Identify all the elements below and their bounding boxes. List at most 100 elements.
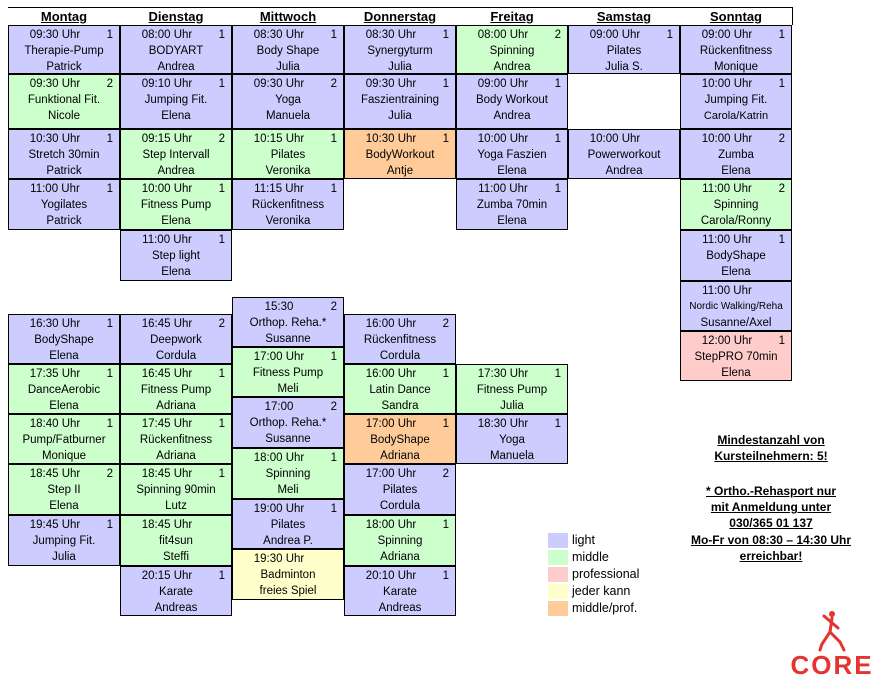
course-instructor: Elena — [721, 266, 751, 278]
course-instructor: Julia — [388, 61, 412, 73]
course-cell-fr1: 08:00 Uhr 2 Spinning Andrea — [456, 25, 568, 74]
course-instructor: Patrick — [46, 165, 82, 177]
course-number: 1 — [554, 368, 561, 380]
course-number: 1 — [330, 503, 337, 515]
course-name: Orthop. Reha.* — [249, 417, 327, 429]
course-number: 1 — [218, 78, 225, 90]
course-name: Step II — [47, 484, 81, 496]
course-instructor: Adriana — [380, 551, 420, 563]
course-time: 08:30 Uhr — [365, 29, 417, 41]
course-time: 11:00 Uhr — [702, 285, 752, 297]
course-name: fit4sun — [159, 535, 193, 547]
course-instructor: Adriana — [156, 450, 196, 462]
course-cell-fr6: 18:30 Uhr 1 Yoga Manuela — [456, 414, 568, 464]
course-time: 18:00 Uhr — [365, 519, 417, 531]
course-cell-mi8: 18:00 Uhr 1 Spinning Meli — [232, 448, 344, 499]
course-name: Pilates — [606, 45, 642, 57]
course-cell-mo7: 18:40 Uhr 1 Pump/Fatburner Monique — [8, 414, 120, 464]
course-number: 2 — [106, 78, 113, 90]
course-time: 09:10 Uhr — [141, 78, 193, 90]
course-name: Fitness Pump — [252, 367, 324, 379]
course-time: 09:30 Uhr — [365, 78, 417, 90]
course-cell-do4: 16:00 Uhr 2 Rückenfitness Cordula — [344, 314, 456, 364]
legend-label-middle: middle — [572, 550, 609, 564]
course-name: Rückenfitness — [699, 45, 773, 57]
course-instructor: Elena — [49, 500, 79, 512]
course-number: 2 — [778, 183, 785, 195]
course-name: StepPRO 70min — [694, 351, 778, 363]
course-time: 18:00 Uhr — [253, 452, 305, 464]
course-name: Stretch 30min — [28, 149, 100, 161]
course-instructor: Adriana — [380, 450, 420, 462]
course-instructor: Elena — [161, 110, 191, 122]
course-cell-mo4: 11:00 Uhr 1 Yogilates Patrick — [8, 179, 120, 230]
header-sonntag: Sonntag — [680, 7, 793, 25]
course-time: 17:00 Uhr — [253, 351, 305, 363]
course-number: 1 — [330, 133, 337, 145]
legend-swatch-professional — [548, 567, 568, 582]
course-time: 10:00 Uhr — [477, 133, 529, 145]
course-number: 1 — [330, 351, 337, 363]
course-name: Fitness Pump — [476, 384, 548, 396]
course-cell-so4: 11:00 Uhr 2 Spinning Carola/Ronny — [680, 179, 792, 230]
course-cell-di11: 20:15 Uhr 1 Karate Andreas — [120, 566, 232, 616]
course-time: 09:30 Uhr — [253, 78, 305, 90]
course-time: 18:45 Uhr — [29, 468, 81, 480]
course-instructor: Andreas — [378, 602, 422, 614]
legend-swatch-light — [548, 533, 568, 548]
course-number: 1 — [442, 519, 449, 531]
course-number: 2 — [330, 301, 337, 313]
course-number: 1 — [778, 29, 785, 41]
course-cell-mi6: 17:00 Uhr 1 Fitness Pump Meli — [232, 347, 344, 397]
course-time: 16:45 Uhr — [141, 318, 193, 330]
course-cell-fr5: 17:30 Uhr 1 Fitness Pump Julia — [456, 364, 568, 414]
course-time: 16:30 Uhr — [29, 318, 81, 330]
info-hours: Mo-Fr von 08:30 – 14:30 Uhr — [690, 533, 852, 547]
course-name: Zumba 70min — [476, 199, 548, 211]
course-number: 1 — [106, 29, 113, 41]
course-instructor: Andrea — [493, 110, 531, 122]
course-time: 18:45 Uhr — [141, 468, 193, 480]
course-instructor: Manuela — [265, 110, 311, 122]
course-number: 1 — [106, 183, 113, 195]
course-instructor: Antje — [386, 165, 414, 177]
course-cell-fr2: 09:00 Uhr 1 Body Workout Andrea — [456, 74, 568, 129]
course-number: 1 — [106, 133, 113, 145]
course-name: Jumping Fit. — [32, 535, 96, 547]
course-cell-mo5: 16:30 Uhr 1 BodyShape Elena — [8, 314, 120, 364]
header-mittwoch: Mittwoch — [232, 7, 344, 25]
course-name: Badminton — [260, 569, 316, 581]
info-reha-1: * Ortho.-Rehasport nur — [705, 484, 836, 498]
course-name: Yoga — [275, 94, 301, 106]
legend-swatch-jeder-kann — [548, 584, 568, 599]
legend-label-jeder-kann: jeder kann — [572, 584, 631, 598]
course-cell-do3: 10:30 Uhr 1 BodyWorkout Antje — [344, 129, 456, 179]
course-instructor: Julia — [52, 551, 76, 563]
course-time: 16:45 Uhr — [141, 368, 193, 380]
course-cell-mi5: 15:30 2 Orthop. Reha.* Susanne — [232, 297, 344, 347]
course-time: 08:00 Uhr — [477, 29, 529, 41]
course-number: 1 — [442, 570, 449, 582]
course-name: Pilates — [270, 519, 306, 531]
course-time: 11:00 Uhr — [702, 234, 752, 246]
course-name: Powerworkout — [587, 149, 661, 161]
course-instructor: freies Spiel — [259, 585, 317, 597]
info-reachable: erreichbar! — [739, 549, 803, 563]
course-number: 1 — [330, 29, 337, 41]
course-number: 1 — [106, 318, 113, 330]
course-name: BodyWorkout — [365, 149, 435, 161]
course-time: 18:40 Uhr — [29, 418, 81, 430]
course-time: 09:00 Uhr — [701, 29, 753, 41]
course-number: 1 — [218, 234, 225, 246]
course-name: Nordic Walking/Reha — [689, 301, 783, 312]
legend-label-light: light — [572, 533, 595, 547]
course-number: 1 — [218, 418, 225, 430]
course-instructor: Julia — [388, 110, 412, 122]
course-name: Body Shape — [256, 45, 320, 57]
course-time: 16:00 Uhr — [365, 318, 417, 330]
course-time: 11:15 Uhr — [254, 183, 304, 195]
course-cell-mo9: 19:45 Uhr 1 Jumping Fit. Julia — [8, 515, 120, 566]
course-instructor: Meli — [277, 484, 299, 496]
course-time: 09:00 Uhr — [477, 78, 529, 90]
course-number: 1 — [442, 29, 449, 41]
